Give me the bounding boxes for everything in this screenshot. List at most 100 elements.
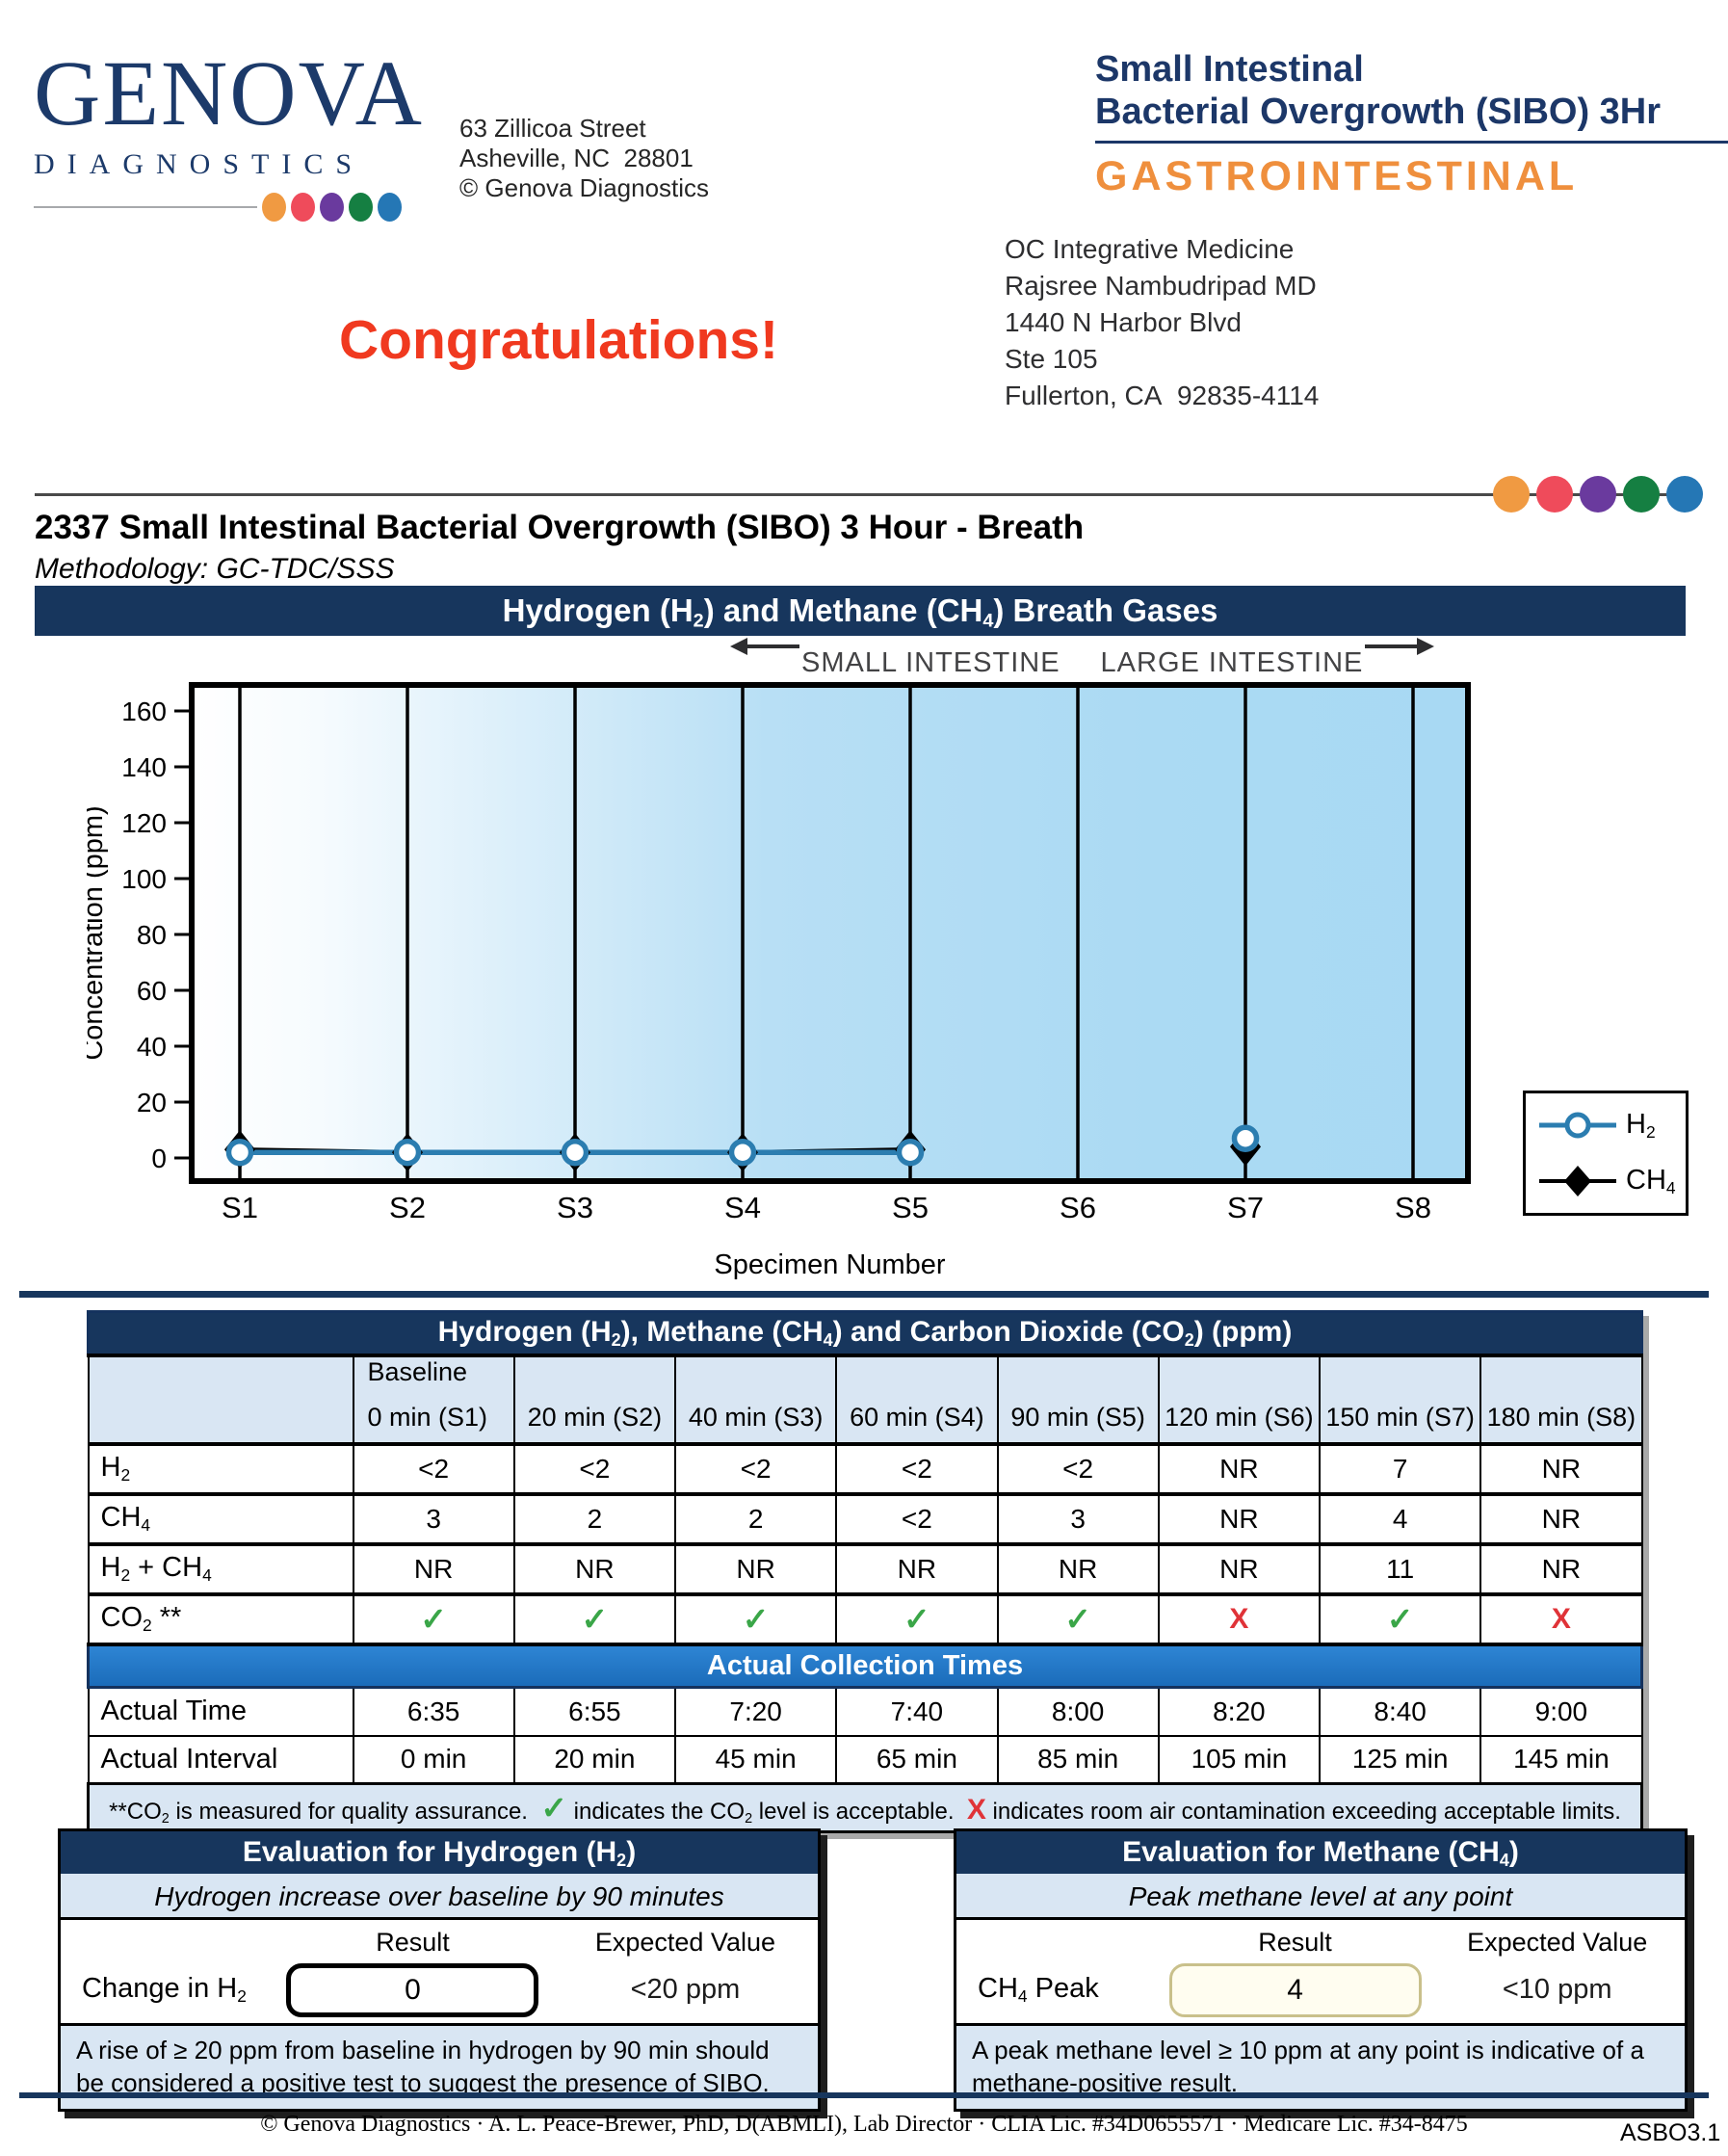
- co2-acceptable-icon: ✓: [1386, 1601, 1414, 1637]
- h2-result-value: 0: [405, 1973, 421, 2006]
- collection-times-banner: Actual Collection Times: [87, 1643, 1643, 1689]
- hydrogen-evaluation-body: Result Expected Value Change in H2 0 <20…: [61, 1920, 818, 2023]
- section-divider-line: [35, 493, 1684, 496]
- time-cell: 20 min: [512, 1734, 677, 1785]
- results-col-header: 180 min (S8): [1479, 1353, 1643, 1446]
- methane-evaluation-panel: Evaluation for Methane (CH4) Peak methan…: [954, 1828, 1688, 2112]
- row-label: H2: [87, 1441, 354, 1496]
- h2-marker: [896, 1138, 925, 1167]
- result-cell: <2: [512, 1441, 677, 1496]
- time-cell: 45 min: [673, 1734, 838, 1785]
- result-cell: 2: [512, 1491, 677, 1546]
- h2-marker: [728, 1138, 757, 1167]
- methane-evaluation-body: Result Expected Value CH4 Peak 4 <10 ppm: [956, 1920, 1685, 2023]
- co2-contamination-icon: X: [1551, 1602, 1571, 1635]
- address-line: Asheville, NC 28801: [459, 144, 694, 172]
- results-row: H2 + CH4 NR NR NR NR NR NR 11 NR: [87, 1541, 1643, 1596]
- results-col-header: 20 min (S2): [512, 1353, 677, 1446]
- co2-acceptable-icon: ✓: [903, 1601, 930, 1637]
- product-title-line1: Small Intestinal: [1095, 49, 1364, 90]
- test-product-title: Small Intestinal Bacterial Overgrowth (S…: [1095, 48, 1728, 200]
- time-cell: 125 min: [1318, 1734, 1482, 1785]
- result-cell: ✓: [835, 1591, 999, 1646]
- chart-legend: H2 CH4: [1523, 1091, 1689, 1216]
- practice-line: Rajsree Nambudripad MD: [1005, 271, 1317, 301]
- ch4-marker-icon: [1539, 1166, 1616, 1196]
- x-axis-title: Specimen Number: [714, 1249, 945, 1280]
- logo-brand-name: GENOVA: [34, 41, 424, 145]
- left-arrow-icon: [730, 638, 799, 655]
- logo-rule-line: [34, 206, 257, 208]
- right-arrow-icon: [1365, 638, 1435, 655]
- time-cell: 0 min: [352, 1734, 515, 1785]
- time-cell: 85 min: [996, 1734, 1160, 1785]
- result-cell: X: [1157, 1591, 1322, 1646]
- h2-marker: [393, 1138, 422, 1167]
- breath-gas-chart: 0 20 40 60 80 100 120 140 160 S1 S2 S3 S4 S5 S6 S7 S8 Spe…: [87, 682, 1471, 1280]
- practice-line: OC Integrative Medicine: [1005, 234, 1295, 264]
- result-cell: 3: [996, 1491, 1160, 1546]
- y-tick-label: 100: [121, 864, 167, 894]
- results-row: CO2 ** ✓ ✓ ✓ ✓ ✓ X ✓ X: [87, 1591, 1643, 1646]
- results-col-header: Baseline 0 min (S1): [352, 1353, 515, 1446]
- report-title: 2337 Small Intestinal Bacterial Overgrow…: [35, 509, 1085, 546]
- x-tick-label: S7: [1227, 1191, 1264, 1224]
- x-tick-label: S4: [724, 1191, 761, 1224]
- result-cell: ✓: [1318, 1591, 1482, 1646]
- divider-dot-orange: [1493, 476, 1530, 513]
- result-cell: 3: [352, 1491, 515, 1546]
- y-tick-label: 80: [137, 920, 167, 950]
- divider-dot-green: [1623, 476, 1660, 513]
- table-top-rule: [19, 1291, 1709, 1298]
- row-label: CO2 **: [87, 1591, 354, 1646]
- result-cell: NR: [996, 1541, 1160, 1596]
- result-cell: <2: [352, 1441, 515, 1496]
- legend-label-h2: H2: [1626, 1108, 1656, 1142]
- time-cell: 105 min: [1157, 1734, 1322, 1785]
- h2-expected-value: <20 ppm: [630, 1974, 741, 2005]
- chart-title-banner: Hydrogen (H2) and Methane (CH4) Breath G…: [35, 586, 1686, 636]
- result-cell: ✓: [996, 1591, 1160, 1646]
- co2-acceptable-icon: ✓: [742, 1601, 770, 1637]
- ch4-peak-label: CH4 Peak: [978, 1973, 1099, 2006]
- intestine-region-labels: SMALL INTESTINE LARGE INTESTINE: [730, 632, 1435, 679]
- form-code: ASBO3.1: [1620, 2119, 1721, 2146]
- expected-value-column-header: Expected Value: [594, 1928, 775, 1957]
- logo-dot-green: [349, 193, 373, 222]
- logo-brand-subtitle: DIAGNOSTICS: [34, 148, 365, 180]
- h2-marker-icon: [1539, 1112, 1616, 1139]
- x-tick-label: S2: [389, 1191, 426, 1224]
- time-cell: 9:00: [1479, 1686, 1643, 1737]
- expected-value-column-header: Expected Value: [1467, 1928, 1648, 1957]
- logo-dot-red: [291, 193, 315, 222]
- ch4-expected-value: <10 ppm: [1502, 1974, 1612, 2005]
- result-cell: NR: [1479, 1541, 1643, 1596]
- genova-logo: GENOVA DIAGNOSTICS: [34, 41, 424, 222]
- x-tick-label: S8: [1395, 1191, 1431, 1224]
- y-tick-label: 0: [151, 1144, 167, 1173]
- co2-contamination-icon: X: [1229, 1602, 1249, 1635]
- results-col-header: 150 min (S7): [1318, 1353, 1482, 1446]
- practice-line: 1440 N Harbor Blvd: [1005, 307, 1242, 337]
- time-cell: 8:00: [996, 1686, 1160, 1737]
- row-label: Actual Interval: [87, 1734, 354, 1785]
- time-cell: 6:55: [512, 1686, 677, 1737]
- results-col-header: 40 min (S3): [673, 1353, 838, 1446]
- address-line: © Genova Diagnostics: [459, 173, 710, 202]
- y-tick-label: 40: [137, 1032, 167, 1062]
- result-cell: NR: [1479, 1491, 1643, 1546]
- h2-marker: [1231, 1124, 1260, 1152]
- row-label: CH4: [87, 1491, 354, 1546]
- result-column-header: Result: [376, 1928, 450, 1957]
- result-cell: <2: [835, 1441, 999, 1496]
- results-table: Hydrogen (H2), Methane (CH4) and Carbon …: [87, 1310, 1643, 1833]
- small-intestine-label: SMALL INTESTINE: [801, 647, 1060, 678]
- result-cell: NR: [352, 1541, 515, 1596]
- y-tick-label: 160: [121, 697, 167, 726]
- y-axis-title: Concentration (ppm): [87, 805, 109, 1060]
- time-cell: 145 min: [1479, 1734, 1643, 1785]
- co2-footnote: **CO2 is measured for quality assurance.…: [87, 1782, 1643, 1833]
- practice-line: Fullerton, CA 92835-4114: [1005, 381, 1320, 410]
- product-title-rule: [1095, 141, 1728, 144]
